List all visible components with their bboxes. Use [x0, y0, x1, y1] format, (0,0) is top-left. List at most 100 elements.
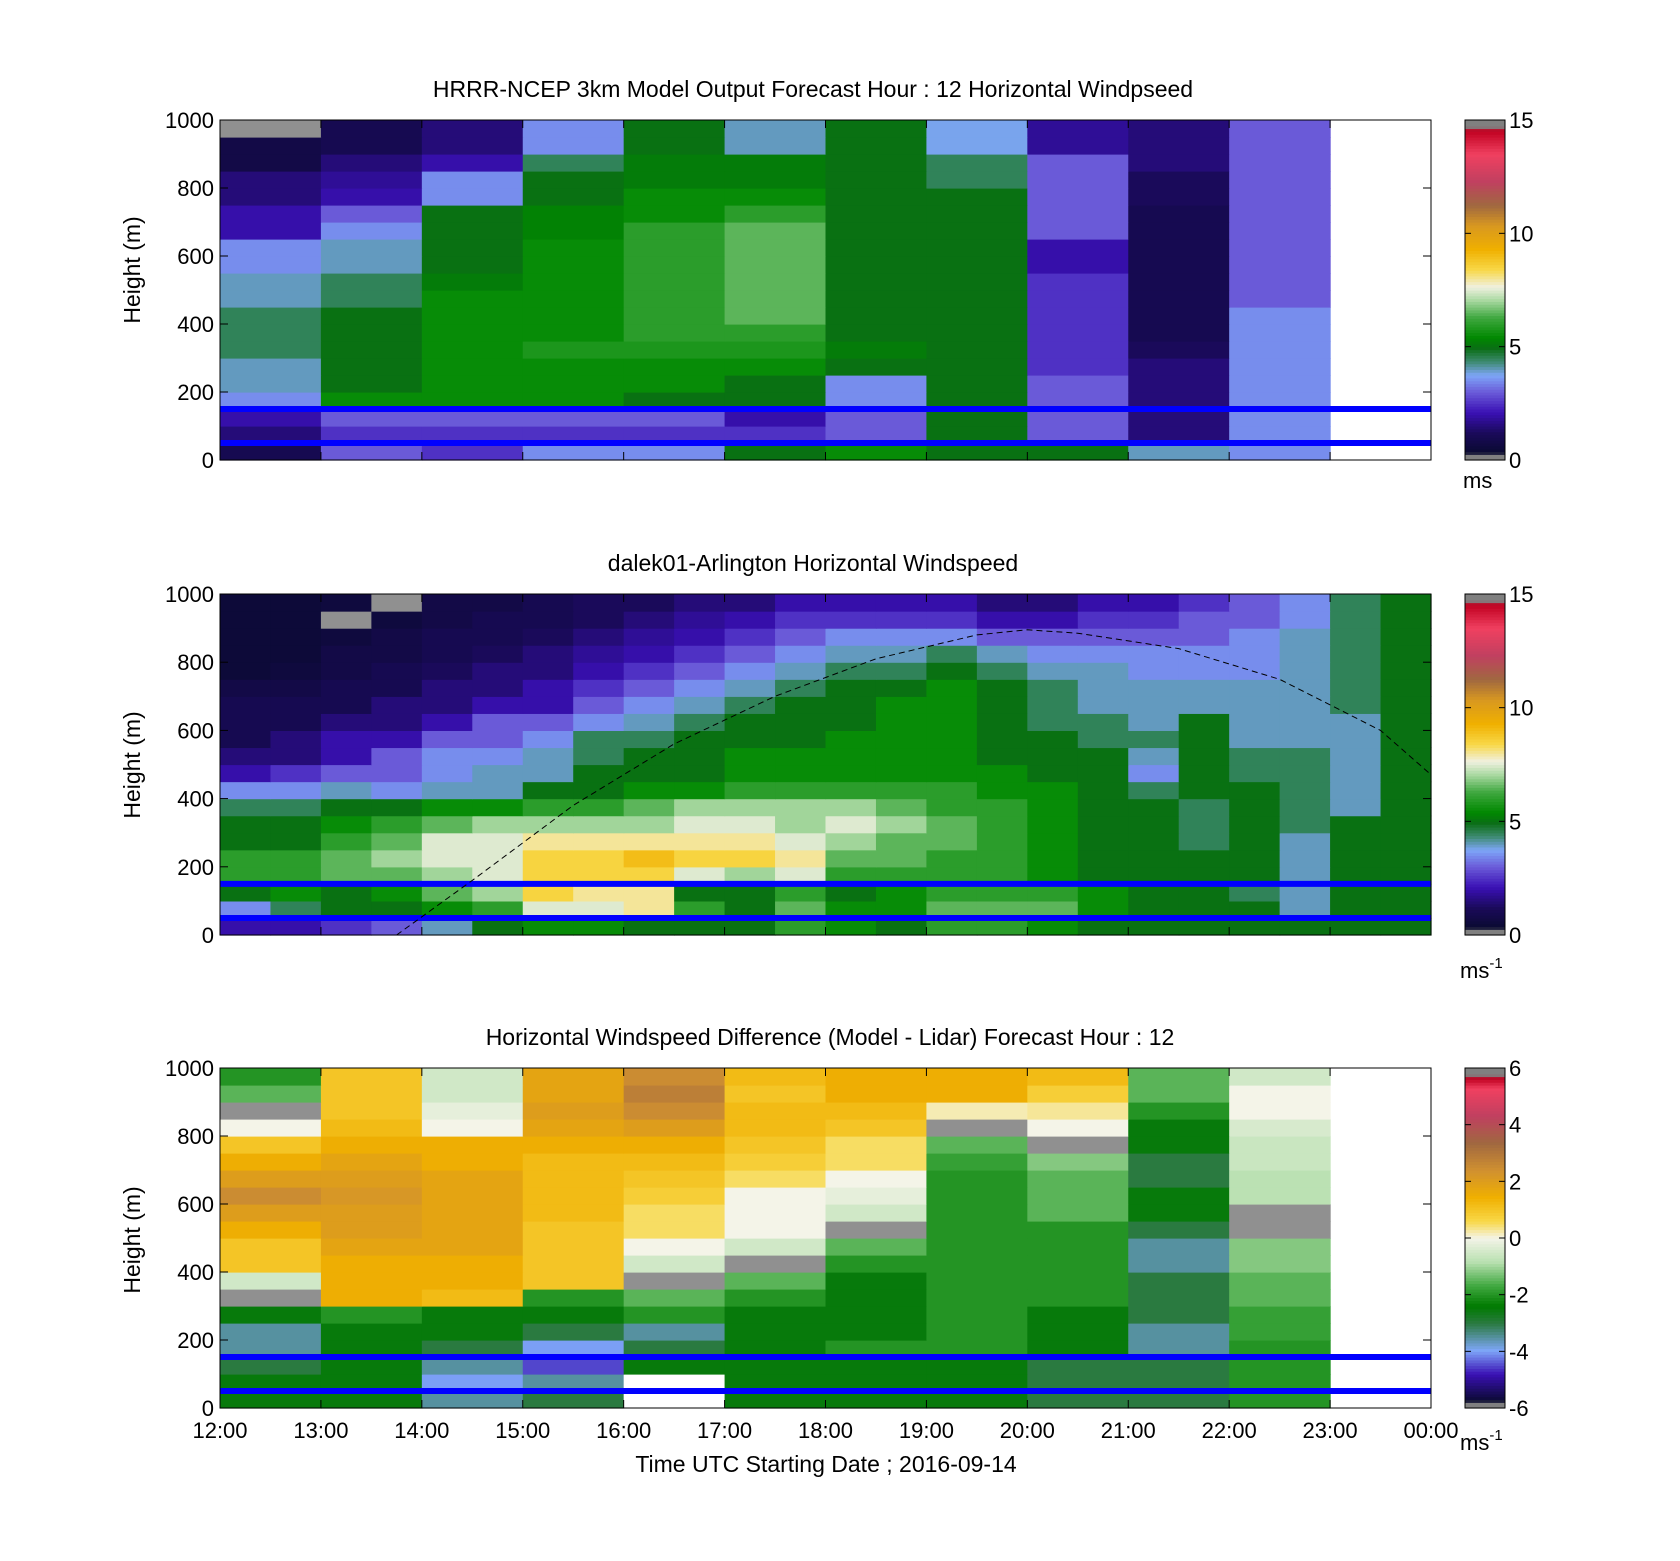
heatmap-cell: [1128, 443, 1230, 461]
heatmap-cell: [825, 1136, 928, 1154]
colorbar-segment: [1465, 596, 1505, 601]
heatmap-cell: [1027, 239, 1129, 257]
colorbar-segment: [1465, 670, 1505, 675]
heatmap-cell: [825, 358, 928, 376]
heatmap-cell: [1128, 375, 1230, 393]
heatmap-cell: [220, 883, 272, 902]
heatmap-cell: [1027, 849, 1079, 868]
heatmap-cell: [623, 1272, 726, 1290]
heatmap-cell: [926, 1136, 1028, 1154]
heatmap-cell: [674, 628, 726, 646]
y-tick-label: 600: [177, 1192, 214, 1217]
heatmap-cell: [522, 1221, 625, 1239]
heatmap-cell: [421, 1238, 524, 1256]
colorbar-segment: [1465, 1090, 1505, 1095]
colorbar-segment: [1465, 1289, 1505, 1293]
heatmap-cell: [522, 392, 625, 410]
heatmap-cell: [522, 1068, 625, 1086]
heatmap-cell: [1027, 815, 1079, 834]
heatmap-cell: [825, 1204, 928, 1222]
heatmap-cell: [674, 849, 726, 868]
colorbar-segment: [1465, 917, 1505, 922]
heatmap-cell: [825, 628, 877, 646]
colorbar-segment: [1465, 394, 1505, 399]
y-tick-label: 600: [177, 244, 214, 269]
colorbar-segment: [1465, 1124, 1505, 1129]
heatmap-cell: [1229, 290, 1331, 308]
colorbar-segment: [1465, 721, 1505, 726]
heatmap-cell: [623, 798, 675, 817]
heatmap-cell: [976, 866, 1028, 885]
heatmap-cell: [421, 426, 524, 444]
heatmap-cell: [320, 1221, 423, 1239]
heatmap-cell: [371, 917, 423, 936]
heatmap-cell: [1128, 696, 1180, 714]
colorbar-segment: [1465, 420, 1505, 424]
heatmap-cell: [320, 205, 423, 223]
colorbar-segment: [1465, 1359, 1505, 1364]
heatmap-cell: [1229, 1306, 1331, 1324]
colorbar-segment: [1465, 1345, 1505, 1350]
colorbar-segment: [1465, 366, 1505, 370]
colorbar-segment: [1465, 1218, 1505, 1222]
heatmap-cell: [825, 1306, 928, 1324]
heatmap-cell: [522, 883, 574, 902]
heatmap-cell: [522, 849, 574, 868]
heatmap-cell: [320, 290, 423, 308]
heatmap-cell: [421, 1357, 524, 1375]
heatmap-cell: [1128, 1340, 1230, 1358]
heatmap-cell: [472, 849, 524, 868]
heatmap-cell: [1128, 154, 1230, 172]
heatmap-cell: [1380, 747, 1432, 766]
colorbar-segment: [1465, 173, 1505, 178]
heatmap-cell: [522, 1136, 625, 1154]
heatmap-cell: [1027, 256, 1129, 274]
heatmap-cell: [1229, 764, 1281, 783]
heatmap-cell: [421, 273, 524, 291]
colorbar-segment: [1465, 1187, 1505, 1191]
heatmap-cell: [825, 205, 928, 223]
heatmap-cell: [875, 747, 928, 766]
colorbar-segment: [1465, 801, 1505, 805]
colorbar-segment: [1465, 185, 1505, 189]
colorbar-segment: [1465, 205, 1505, 209]
colorbar-segment: [1465, 315, 1505, 319]
colorbar-tick-label: 4: [1509, 1113, 1521, 1138]
heatmap-cell: [724, 1289, 827, 1307]
heatmap-cell: [320, 1323, 423, 1341]
heatmap-cell: [875, 781, 928, 800]
heatmap-cell: [320, 1340, 423, 1358]
y-tick-label: 1000: [165, 1056, 214, 1081]
heatmap-cell: [1279, 798, 1331, 817]
heatmap-cell: [1128, 358, 1230, 376]
heatmap-cell: [421, 1170, 524, 1188]
heatmap-cell: [1027, 679, 1079, 697]
colorbar-segment: [1465, 613, 1505, 618]
heatmap-cell: [926, 1153, 1028, 1171]
heatmap-cell: [1229, 1272, 1331, 1290]
reference-lines-lidar: [220, 880, 1431, 921]
colorbar-segment: [1465, 372, 1505, 376]
colorbar-segment: [1465, 1184, 1505, 1188]
colorbar-segment: [1465, 239, 1505, 243]
colorbar-difference: -6 -4 -2 0 2 4 6: [1464, 1056, 1529, 1421]
colorbar-segment: [1465, 892, 1505, 896]
colorbar-segment: [1465, 417, 1505, 421]
colorbar-segment: [1465, 861, 1505, 865]
heatmap-cell: [1027, 900, 1079, 919]
heatmap-cell: [270, 781, 322, 800]
heatmap-cell: [724, 679, 776, 697]
heatmap-cell: [421, 900, 473, 919]
colorbar-segment: [1465, 1388, 1505, 1392]
heatmap-cell: [623, 1255, 726, 1273]
heatmap-cell: [724, 222, 827, 240]
heatmap-cell: [1027, 1357, 1129, 1375]
heatmap-cell: [220, 426, 322, 444]
colorbar-segment: [1465, 273, 1505, 277]
heatmap-cell: [522, 594, 574, 612]
heatmap-cell: [875, 713, 928, 731]
colorbar-segment: [1465, 1306, 1505, 1310]
heatmap-cell: [320, 1085, 423, 1103]
heatmap-cell: [1229, 815, 1281, 834]
heatmap-cell: [270, 849, 322, 868]
